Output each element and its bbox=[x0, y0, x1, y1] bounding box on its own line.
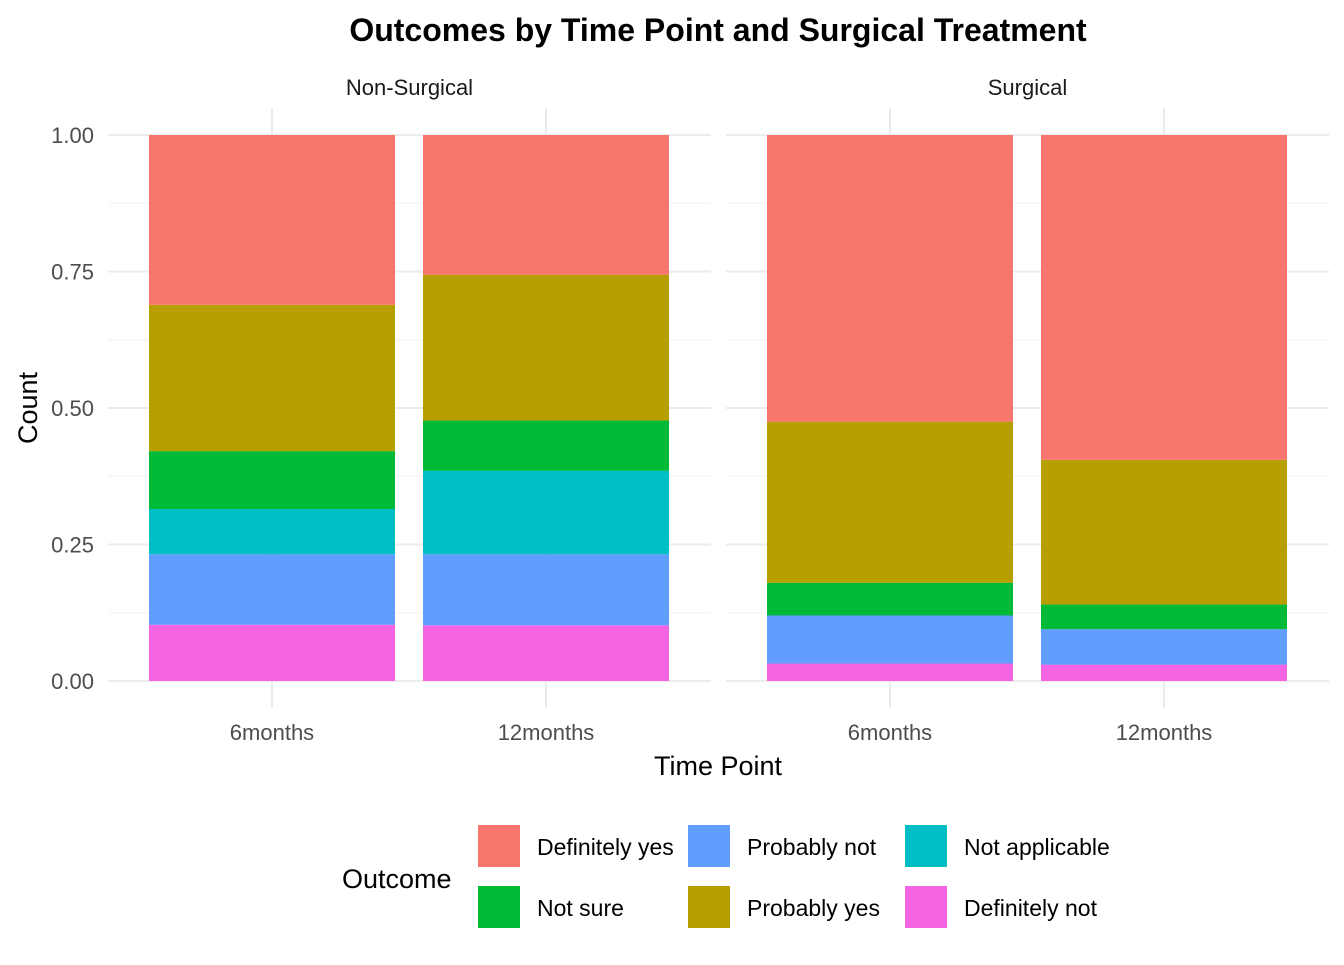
legend-swatch-not-applicable bbox=[905, 825, 947, 867]
bar-segment-non-surgical-12months-not-sure bbox=[423, 420, 669, 471]
legend-label-not-sure: Not sure bbox=[537, 895, 624, 921]
bar-segment-surgical-12months-probably-yes bbox=[1041, 459, 1287, 605]
legend-label-definitely-not: Definitely not bbox=[964, 895, 1098, 921]
axis-layer: Non-Surgical 6months 12months Surgical 6mont… bbox=[51, 75, 1212, 745]
bar-segment-surgical-6months-probably-yes bbox=[767, 421, 1013, 583]
bar-segment-non-surgical-6months-not-applicable bbox=[149, 509, 395, 555]
bar-segment-non-surgical-12months-probably-not bbox=[423, 554, 669, 626]
y-tick-label: 1.00 bbox=[51, 123, 94, 148]
x-axis-title: Time Point bbox=[654, 751, 783, 781]
bar-segment-non-surgical-12months-probably-yes bbox=[423, 274, 669, 421]
y-tick-label: 0.75 bbox=[51, 260, 94, 285]
legend-swatch-definitely-yes bbox=[478, 825, 520, 867]
legend-swatch-probably-not bbox=[688, 825, 730, 867]
bar-segment-surgical-6months-definitely-yes bbox=[767, 135, 1013, 422]
bar-segment-non-surgical-12months-not-applicable bbox=[423, 470, 669, 555]
x-tick-label: 12months bbox=[498, 720, 595, 745]
legend-label-probably-not: Probably not bbox=[747, 834, 877, 860]
bar-segment-surgical-6months-not-sure bbox=[767, 582, 1013, 616]
bar-segment-surgical-12months-definitely-not bbox=[1041, 664, 1287, 681]
bar-segment-surgical-12months-definitely-yes bbox=[1041, 135, 1287, 460]
bar-segment-surgical-12months-probably-not bbox=[1041, 629, 1287, 665]
y-axis-title: Count bbox=[13, 371, 43, 444]
legend-title: Outcome bbox=[342, 864, 452, 894]
bar-layer bbox=[149, 135, 1287, 681]
x-tick-label: 12months bbox=[1116, 720, 1213, 745]
legend-label-probably-yes: Probably yes bbox=[747, 895, 880, 921]
bar-segment-non-surgical-6months-not-sure bbox=[149, 451, 395, 510]
bar-segment-non-surgical-12months-definitely-not bbox=[423, 625, 669, 681]
chart-title: Outcomes by Time Point and Surgical Trea… bbox=[349, 12, 1087, 48]
legend-swatch-definitely-not bbox=[905, 886, 947, 928]
y-tick-label: 0.25 bbox=[51, 533, 94, 558]
bar-segment-non-surgical-6months-probably-yes bbox=[149, 304, 395, 452]
y-tick-label: 0.50 bbox=[51, 396, 94, 421]
x-tick-label: 6months bbox=[848, 720, 932, 745]
bar-segment-non-surgical-6months-probably-not bbox=[149, 554, 395, 625]
legend-label-not-applicable: Not applicable bbox=[964, 834, 1110, 860]
bar-segment-non-surgical-6months-definitely-yes bbox=[149, 135, 395, 305]
legend: Outcome Definitely yes Not sure Probably n… bbox=[342, 825, 1110, 928]
bar-segment-surgical-6months-probably-not bbox=[767, 615, 1013, 664]
x-tick-label: 6months bbox=[230, 720, 314, 745]
legend-label-definitely-yes: Definitely yes bbox=[537, 834, 674, 860]
panel-label-surgical: Surgical bbox=[988, 75, 1067, 100]
legend-swatch-not-sure bbox=[478, 886, 520, 928]
bar-segment-non-surgical-6months-definitely-not bbox=[149, 624, 395, 681]
bar-segment-surgical-12months-not-sure bbox=[1041, 604, 1287, 630]
legend-swatch-probably-yes bbox=[688, 886, 730, 928]
bar-segment-surgical-6months-definitely-not bbox=[767, 663, 1013, 681]
panel-label-non-surgical: Non-Surgical bbox=[346, 75, 473, 100]
bar-segment-non-surgical-12months-definitely-yes bbox=[423, 135, 669, 275]
y-tick-label: 0.00 bbox=[51, 669, 94, 694]
